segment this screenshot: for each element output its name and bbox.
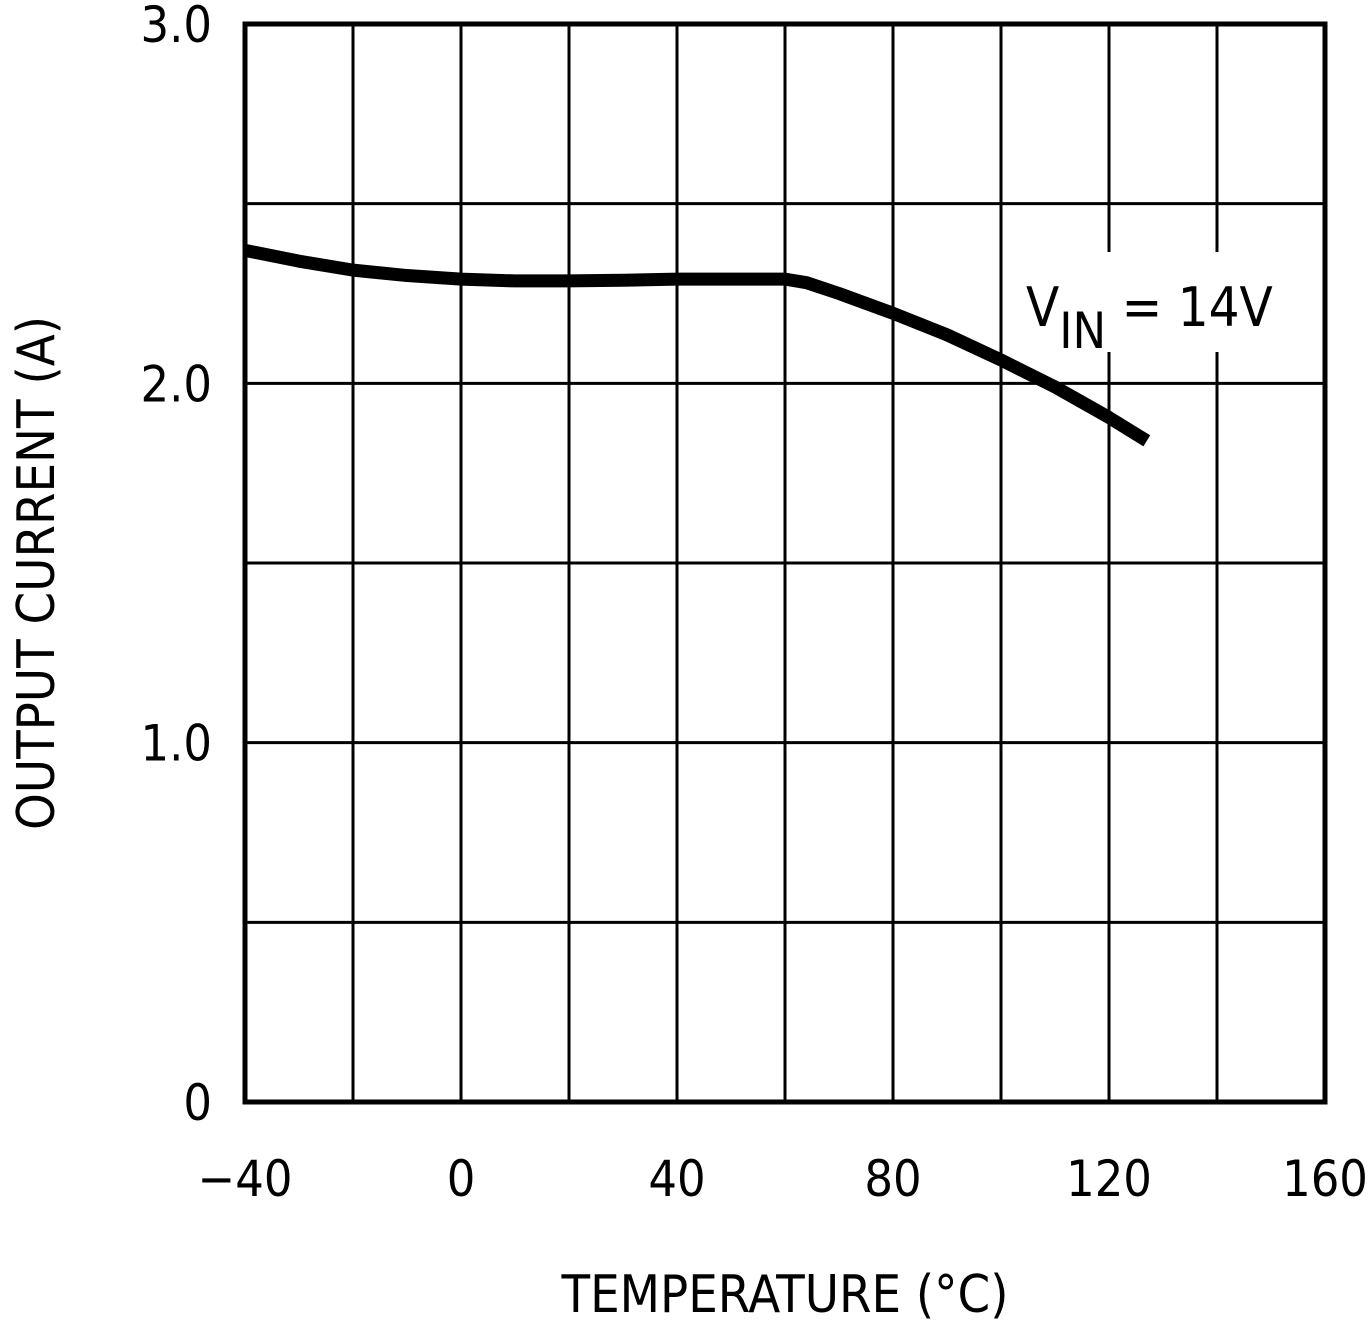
x-axis-label: TEMPERATURE (°C) <box>561 1265 1009 1324</box>
x-tick-label: 160 <box>1282 1150 1368 1208</box>
series-line <box>243 244 1151 447</box>
y-tick-label: 0 <box>183 1074 212 1132</box>
vin-annotation-main: V <box>1026 276 1059 339</box>
vin-annotation-value: = 14V <box>1106 276 1273 339</box>
y-tick-label: 1.0 <box>140 715 212 773</box>
annotation: VIN = 14V <box>1012 252 1312 360</box>
vin-annotation-subscript: IN <box>1059 302 1106 360</box>
y-axis-label: OUTPUT CURRENT (A) <box>7 316 67 830</box>
annotation-background <box>1012 252 1312 352</box>
y-tick-label: 2.0 <box>140 355 212 413</box>
grid <box>245 24 1325 1102</box>
x-tick-label: 0 <box>447 1150 476 1208</box>
x-tick-label: −40 <box>198 1150 293 1208</box>
tick-labels: −40 0 40 80 120 160 0 1.0 2.0 3.0 <box>140 0 1367 1208</box>
plot-frame <box>242 21 1328 1105</box>
x-tick-label: 120 <box>1066 1150 1152 1208</box>
x-tick-label: 40 <box>648 1150 705 1208</box>
x-tick-label: 80 <box>864 1150 921 1208</box>
y-tick-label: 3.0 <box>140 0 212 54</box>
series <box>243 244 1151 447</box>
vin-annotation: VIN = 14V <box>1026 276 1273 360</box>
